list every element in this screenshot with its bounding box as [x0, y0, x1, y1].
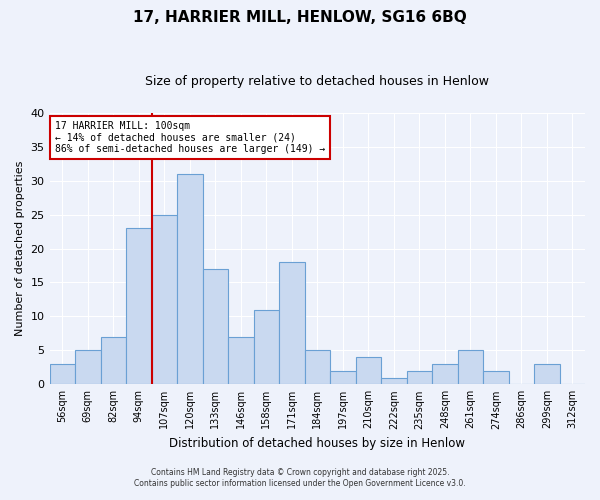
Text: Contains HM Land Registry data © Crown copyright and database right 2025.
Contai: Contains HM Land Registry data © Crown c…: [134, 468, 466, 487]
Bar: [407, 370, 432, 384]
Bar: [177, 174, 203, 384]
Bar: [381, 378, 407, 384]
Text: 17, HARRIER MILL, HENLOW, SG16 6BQ: 17, HARRIER MILL, HENLOW, SG16 6BQ: [133, 10, 467, 25]
X-axis label: Distribution of detached houses by size in Henlow: Distribution of detached houses by size …: [169, 437, 465, 450]
Bar: [75, 350, 101, 384]
Bar: [203, 269, 228, 384]
Bar: [330, 370, 356, 384]
Y-axis label: Number of detached properties: Number of detached properties: [15, 161, 25, 336]
Bar: [254, 310, 279, 384]
Text: 17 HARRIER MILL: 100sqm
← 14% of detached houses are smaller (24)
86% of semi-de: 17 HARRIER MILL: 100sqm ← 14% of detache…: [55, 121, 325, 154]
Bar: [101, 337, 126, 384]
Bar: [305, 350, 330, 384]
Bar: [126, 228, 152, 384]
Bar: [458, 350, 483, 384]
Bar: [534, 364, 560, 384]
Bar: [483, 370, 509, 384]
Bar: [228, 337, 254, 384]
Bar: [152, 214, 177, 384]
Bar: [432, 364, 458, 384]
Bar: [279, 262, 305, 384]
Bar: [50, 364, 75, 384]
Title: Size of property relative to detached houses in Henlow: Size of property relative to detached ho…: [145, 75, 489, 88]
Bar: [356, 357, 381, 384]
